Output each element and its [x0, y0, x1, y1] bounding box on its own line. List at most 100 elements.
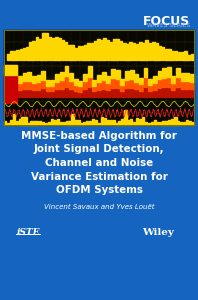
Bar — [20, 49, 22, 60]
Text: OFDM Systems: OFDM Systems — [56, 185, 142, 195]
Bar — [55, 74, 59, 82]
Bar — [23, 73, 27, 81]
Bar — [144, 87, 148, 97]
Bar — [139, 78, 143, 84]
Bar — [174, 117, 176, 125]
Bar — [74, 79, 78, 85]
Text: Wiley: Wiley — [142, 228, 174, 237]
Bar — [142, 44, 145, 60]
Bar — [51, 119, 53, 125]
Bar — [46, 92, 50, 97]
Bar — [139, 84, 143, 91]
Bar — [51, 80, 54, 86]
Bar — [168, 120, 171, 125]
Bar — [78, 92, 82, 97]
Bar — [71, 114, 74, 125]
Bar — [18, 83, 22, 90]
Bar — [54, 120, 56, 125]
Bar — [37, 89, 41, 97]
Bar — [139, 119, 141, 125]
Bar — [134, 82, 138, 89]
Bar — [125, 71, 129, 80]
Bar — [116, 70, 120, 79]
Bar — [136, 118, 138, 125]
Bar — [167, 77, 171, 87]
Bar — [165, 122, 168, 125]
Bar — [68, 45, 71, 60]
Bar — [69, 81, 73, 89]
Bar — [158, 46, 161, 60]
Bar — [144, 77, 148, 87]
Bar — [55, 82, 59, 89]
Bar — [74, 120, 77, 125]
Bar — [100, 40, 103, 60]
Bar — [94, 41, 96, 60]
Bar — [157, 122, 159, 125]
Bar — [55, 89, 59, 97]
Bar — [42, 33, 45, 60]
Bar — [106, 90, 110, 97]
Bar — [80, 123, 83, 125]
Bar — [81, 46, 84, 60]
Bar — [37, 82, 41, 89]
Bar — [84, 45, 87, 60]
Bar — [88, 67, 92, 77]
Bar — [32, 90, 36, 97]
Bar — [167, 87, 171, 97]
Bar — [152, 42, 155, 60]
Bar — [74, 47, 77, 60]
Bar — [36, 38, 38, 60]
Bar — [4, 121, 6, 125]
Bar — [165, 49, 168, 60]
Bar — [133, 122, 135, 125]
Bar — [10, 120, 12, 125]
Bar — [46, 86, 50, 92]
Bar — [148, 79, 152, 85]
Bar — [92, 85, 96, 91]
Bar — [163, 121, 165, 125]
Bar — [162, 46, 164, 60]
Bar — [120, 79, 124, 85]
Bar — [148, 122, 150, 125]
Bar — [112, 120, 115, 125]
Bar — [27, 73, 31, 81]
Bar — [7, 123, 9, 125]
Bar — [27, 81, 31, 89]
Bar — [104, 38, 106, 60]
Bar — [78, 46, 80, 60]
Bar — [153, 76, 157, 83]
Bar — [78, 86, 82, 92]
Bar — [37, 75, 41, 82]
Bar — [24, 117, 27, 125]
Bar — [78, 81, 82, 86]
Bar — [139, 91, 143, 97]
Bar — [49, 37, 51, 60]
Bar — [116, 88, 120, 97]
Bar — [178, 52, 180, 60]
Bar — [171, 83, 175, 90]
Bar — [190, 82, 194, 89]
Bar — [111, 78, 115, 88]
Bar — [52, 38, 54, 60]
Bar — [107, 120, 109, 125]
Bar — [162, 77, 166, 87]
Bar — [168, 49, 171, 60]
Bar — [126, 44, 129, 60]
Bar — [144, 68, 148, 77]
Bar — [97, 82, 101, 90]
Bar — [116, 39, 119, 60]
Bar — [57, 119, 59, 125]
Bar — [111, 88, 115, 97]
Bar — [181, 81, 185, 89]
Bar — [33, 121, 35, 125]
Bar — [180, 122, 182, 125]
Bar — [142, 117, 144, 125]
Bar — [98, 123, 100, 125]
Bar — [69, 73, 73, 81]
Bar — [146, 40, 148, 60]
Bar — [184, 52, 187, 60]
Bar — [130, 70, 133, 79]
Bar — [148, 91, 152, 97]
Bar — [41, 80, 45, 88]
Bar — [120, 41, 122, 60]
